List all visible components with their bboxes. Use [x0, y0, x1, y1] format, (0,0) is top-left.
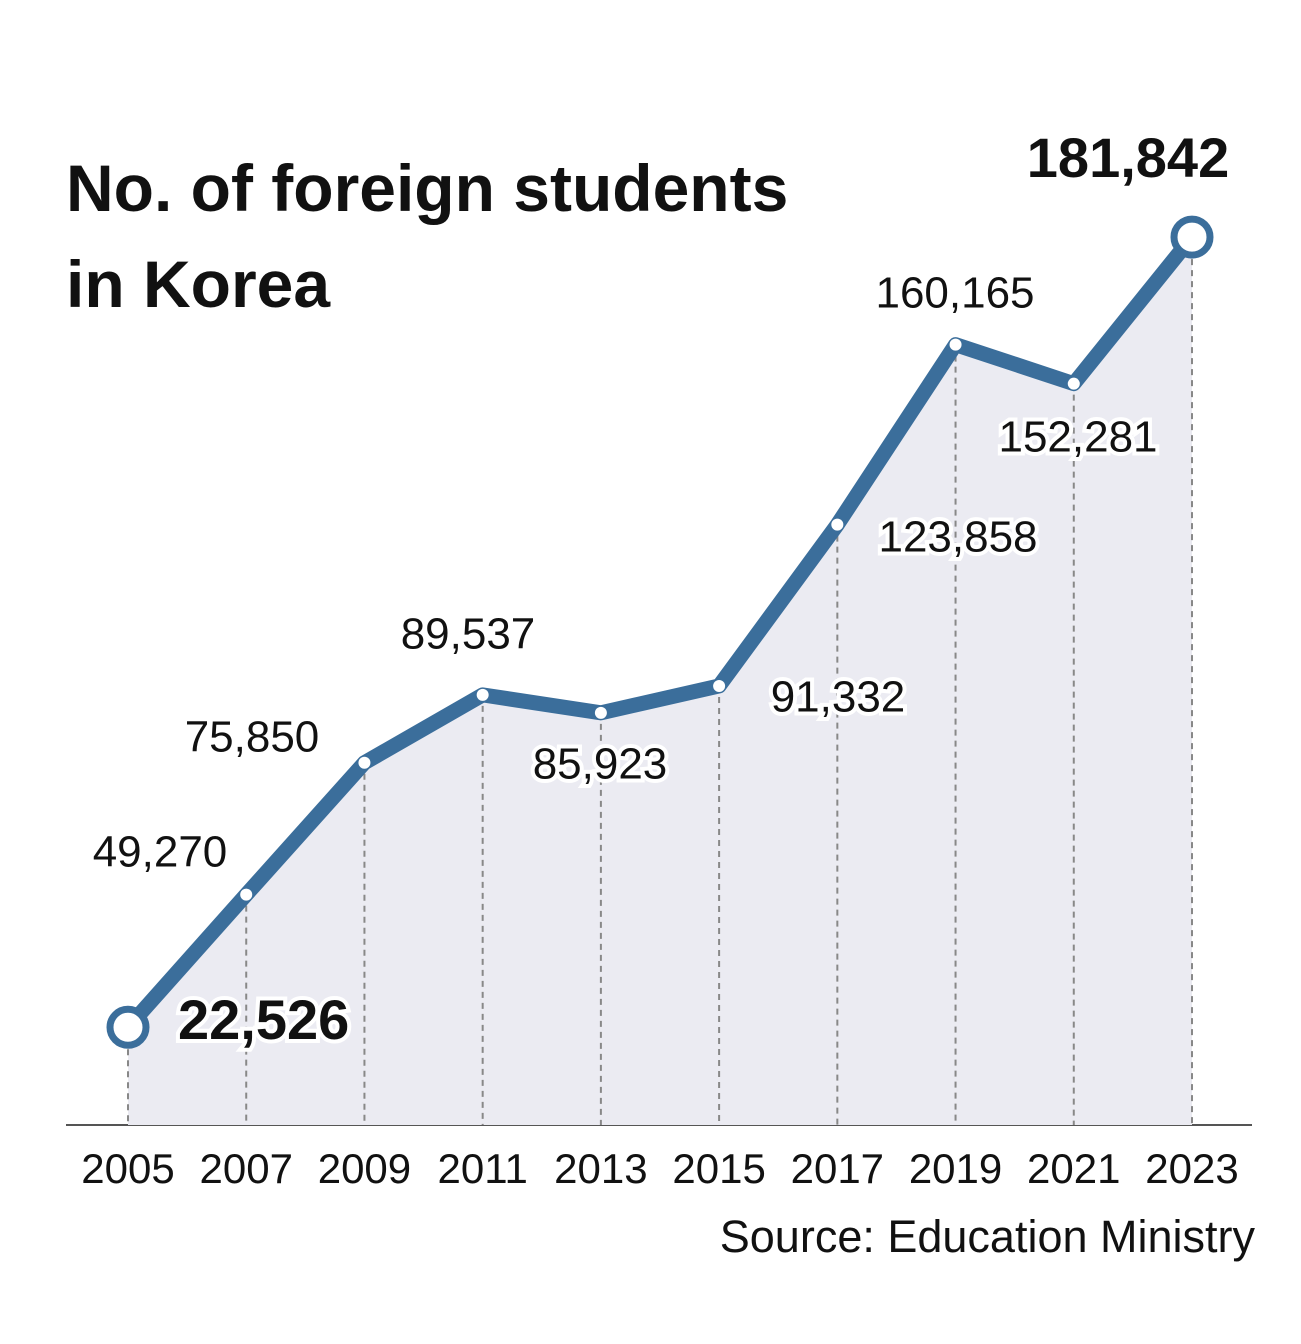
point [476, 688, 489, 701]
value-label: 91,332 [771, 673, 906, 722]
x-tick-label: 2009 [318, 1145, 411, 1192]
point [713, 679, 726, 692]
value-label: 75,850 [185, 713, 320, 762]
point [831, 518, 844, 531]
value-label: 123,858 [878, 513, 1037, 562]
line [122, 232, 1198, 1033]
x-tick-label: 2007 [200, 1145, 293, 1192]
source: Source: Education Ministry [720, 1211, 1256, 1262]
x-tick-label: 2023 [1145, 1145, 1238, 1192]
value-label: 152,281 [998, 413, 1157, 462]
x-tick-label: 2021 [1027, 1145, 1120, 1192]
value-label: 89,537 [401, 610, 536, 659]
point [1067, 377, 1080, 390]
value-label: 181,842 [1027, 126, 1229, 189]
x-tick-label: 2005 [81, 1145, 174, 1192]
x-tick-label: 2017 [791, 1145, 884, 1192]
point [949, 338, 962, 351]
chart-title: No. of foreign students in Korea [66, 151, 789, 321]
area [128, 237, 1192, 1126]
point [106, 1005, 150, 1049]
value-label: 22,526 [178, 988, 349, 1051]
value-label: 160,165 [875, 269, 1034, 318]
value-label: 85,923 [533, 740, 668, 789]
point [240, 888, 253, 901]
point [1170, 215, 1214, 259]
value-label: 49,270 [93, 828, 228, 877]
x-tick-label: 2019 [909, 1145, 1002, 1192]
point [594, 706, 607, 719]
point [358, 756, 371, 769]
x-tick-label: 2011 [438, 1145, 528, 1192]
x-tick-label: 2013 [554, 1145, 647, 1192]
x-tick-label: 2015 [672, 1145, 765, 1192]
